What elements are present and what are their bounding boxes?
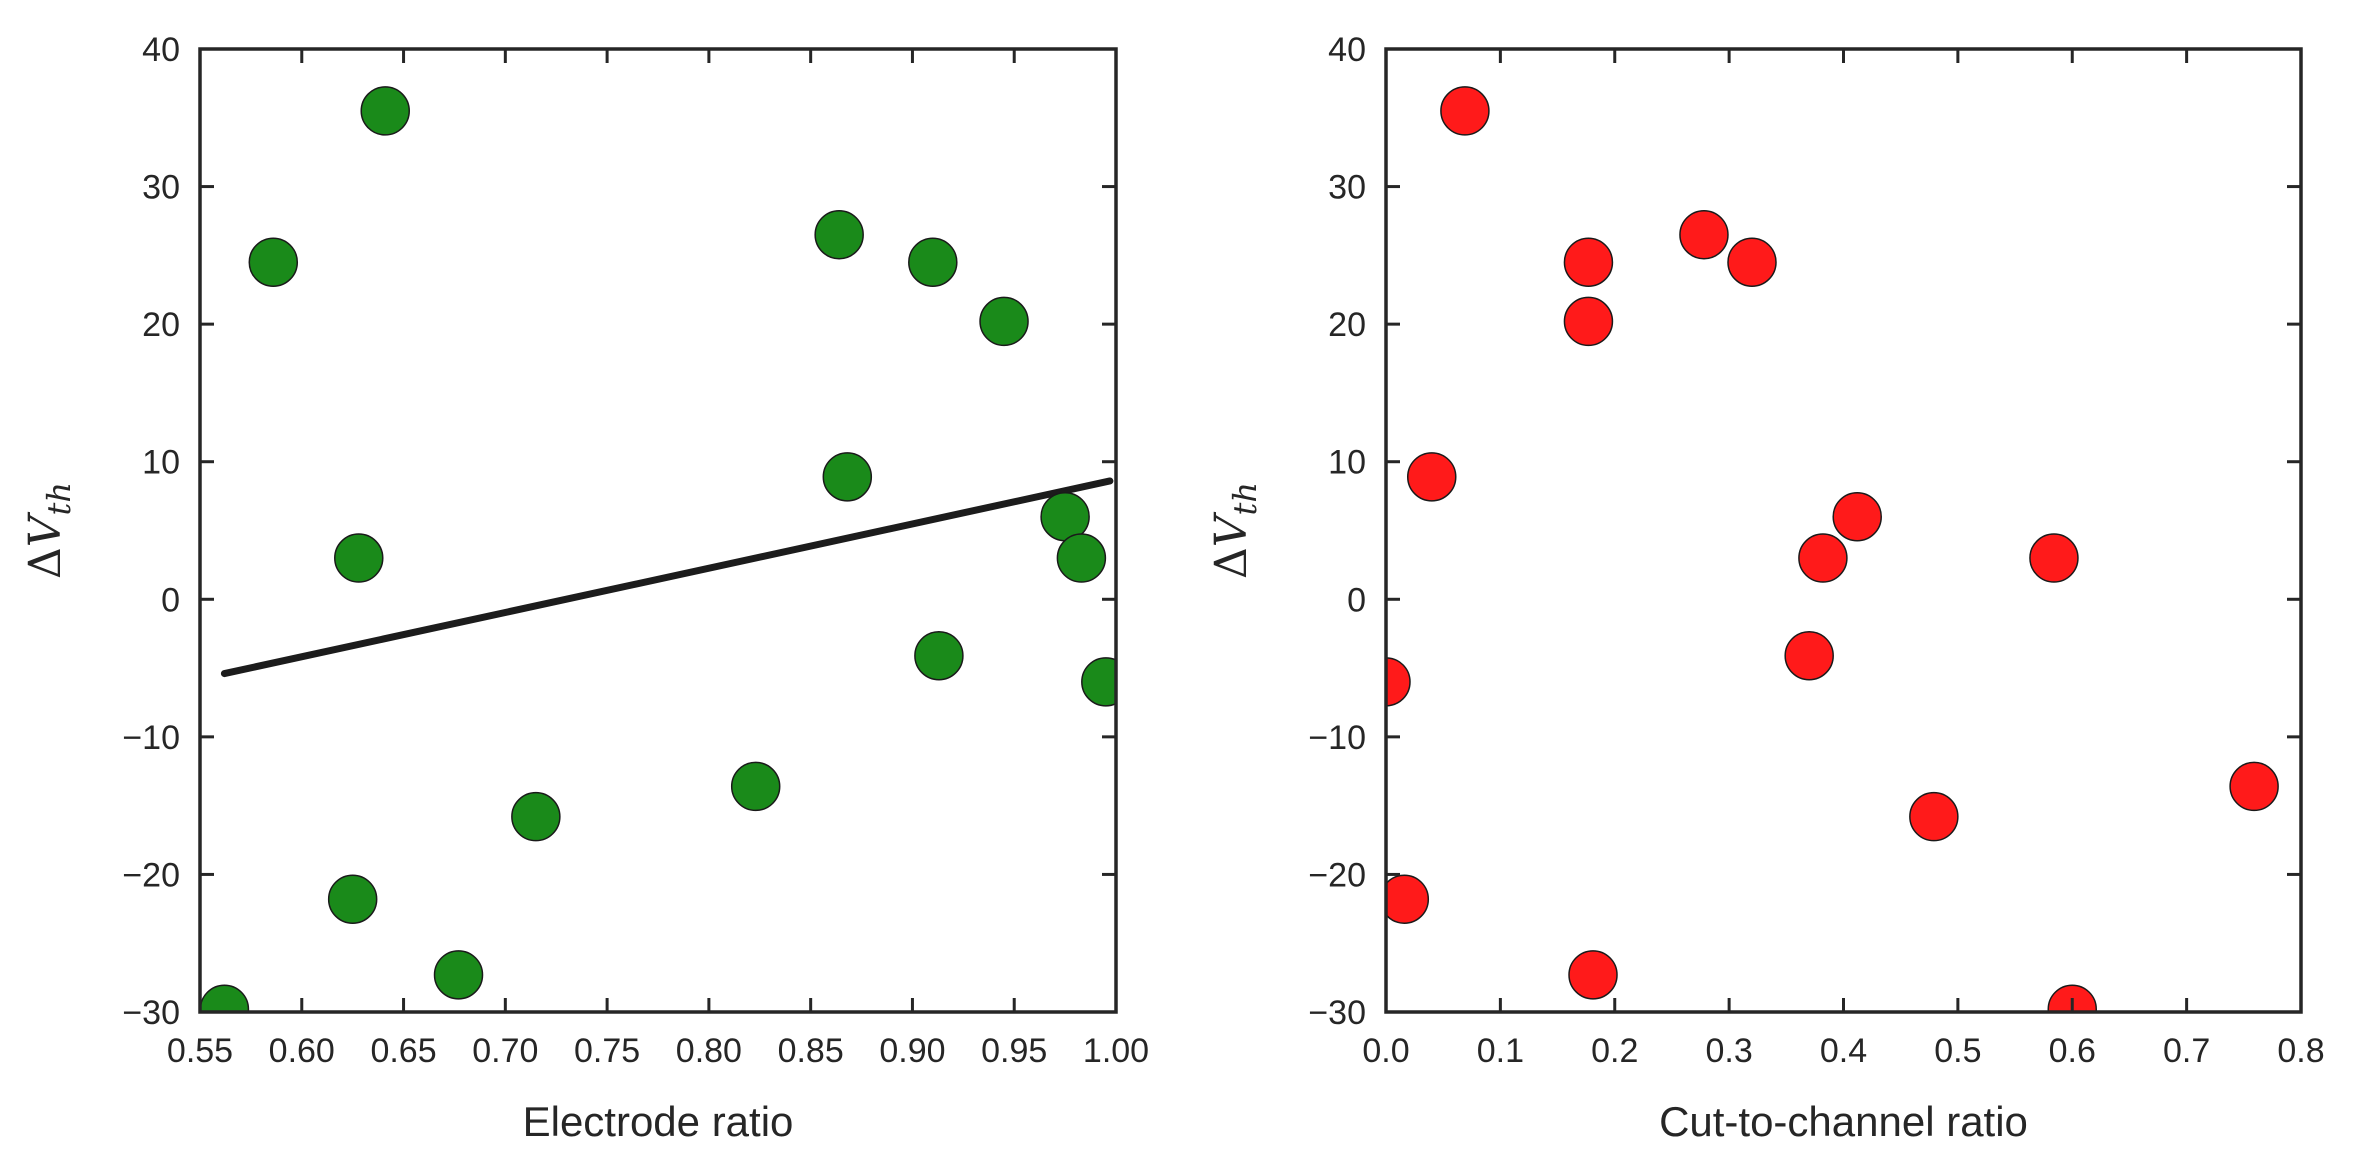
- left-y-tick-label: 0: [161, 581, 180, 619]
- left-data-point: [360, 86, 410, 136]
- left-y-tick-label: −30: [122, 994, 180, 1032]
- left-x-tick-label: 0.80: [676, 1032, 742, 1070]
- right-x-tick-label: 0.5: [1934, 1032, 1981, 1070]
- right-data-point: [1386, 657, 1411, 707]
- left-data-point: [822, 452, 873, 502]
- left-x-tick-label: 0.95: [981, 1032, 1047, 1070]
- left-trend-line: [220, 477, 1114, 678]
- right-y-tick-label: −10: [1308, 719, 1366, 757]
- left-data-point: [979, 296, 1029, 347]
- left-y-tick-label: 30: [142, 169, 180, 207]
- left-x-tick-label: 0.60: [269, 1032, 335, 1070]
- left-axes-frame: [198, 47, 1118, 1014]
- right-data-points: [1386, 86, 2279, 1012]
- right-x-tick-label: 0.6: [2049, 1032, 2096, 1070]
- left-data-point: [248, 237, 299, 287]
- left-scatter-panel: 0.55 0.60 0.65 0.70 0.75 0.80 0.85 0.90 0.95 1.00…: [20, 31, 1149, 1145]
- right-data-point: [1386, 874, 1430, 924]
- left-data-point: [200, 984, 250, 1012]
- right-data-point: [2029, 533, 2079, 583]
- left-data-points: [200, 86, 1116, 1012]
- left-y-tick-label: 10: [142, 444, 180, 482]
- left-x-tick-label: 0.85: [778, 1032, 844, 1070]
- left-x-axis-title: Electrode ratio: [523, 1098, 794, 1145]
- right-data-point: [1727, 237, 1777, 287]
- right-data-point: [1832, 491, 1882, 542]
- left-data-point: [730, 761, 781, 812]
- right-data-point: [1568, 950, 1618, 1000]
- left-x-tick-label: 0.90: [879, 1032, 945, 1070]
- right-y-tick-label: 0: [1347, 581, 1366, 619]
- right-scatter-panel: 0.0 0.1 0.2 0.3 0.4 0.5 0.6 0.7 0.8 −30 −20 −10 0 10 2…: [1206, 31, 2325, 1145]
- right-data-point: [1784, 630, 1834, 681]
- right-x-tick-label: 0.1: [1477, 1032, 1524, 1070]
- left-y-axis-title: ΔVth: [20, 482, 78, 579]
- right-x-axis-title: Cut-to-channel ratio: [1659, 1098, 2028, 1145]
- left-x-tick-label: 0.70: [472, 1032, 538, 1070]
- right-y-axis-title: ΔVth: [1206, 482, 1264, 579]
- left-data-point: [327, 874, 378, 924]
- left-y-tick-label: −20: [122, 856, 180, 894]
- left-data-point: [914, 630, 964, 681]
- right-data-point: [1909, 791, 1959, 842]
- right-y-tick-label: −20: [1308, 856, 1366, 894]
- right-x-tick-label: 0.8: [2277, 1032, 2324, 1070]
- right-y-tick-label: 10: [1328, 444, 1366, 482]
- right-x-tick-label: 0.4: [1820, 1032, 1867, 1070]
- right-data-point: [1563, 296, 1614, 347]
- right-data-point: [1407, 452, 1457, 502]
- right-data-point: [2229, 761, 2279, 812]
- right-data-point: [1440, 86, 1490, 136]
- left-data-point: [908, 237, 958, 287]
- left-data-point: [334, 533, 384, 583]
- right-y-tick-label: −30: [1308, 994, 1366, 1032]
- left-data-point: [433, 950, 484, 1000]
- right-x-tick-label: 0.7: [2163, 1032, 2210, 1070]
- left-x-tick-label: 0.75: [574, 1032, 640, 1070]
- right-y-tick-label: 30: [1328, 169, 1366, 207]
- right-x-tick-label: 0.2: [1591, 1032, 1638, 1070]
- left-y-tick-label: 20: [142, 306, 180, 344]
- left-data-point: [814, 209, 864, 260]
- left-data-point: [511, 791, 561, 842]
- left-x-tick-label: 0.65: [370, 1032, 436, 1070]
- right-x-tick-label: 0.0: [1362, 1032, 1409, 1070]
- right-data-point: [1563, 237, 1614, 287]
- left-data-point: [1081, 657, 1116, 707]
- right-y-tick-label: 40: [1328, 31, 1366, 69]
- right-data-point: [1679, 209, 1729, 260]
- left-y-tick-label: 40: [142, 31, 180, 69]
- right-x-tick-label: 0.3: [1705, 1032, 1752, 1070]
- left-x-tick-label: 1.00: [1083, 1032, 1149, 1070]
- right-data-point: [1798, 533, 1848, 583]
- right-y-tick-label: 20: [1328, 306, 1366, 344]
- left-y-tick-label: −10: [122, 719, 180, 757]
- left-data-point: [1056, 533, 1107, 583]
- left-x-tick-label: 0.55: [167, 1032, 233, 1070]
